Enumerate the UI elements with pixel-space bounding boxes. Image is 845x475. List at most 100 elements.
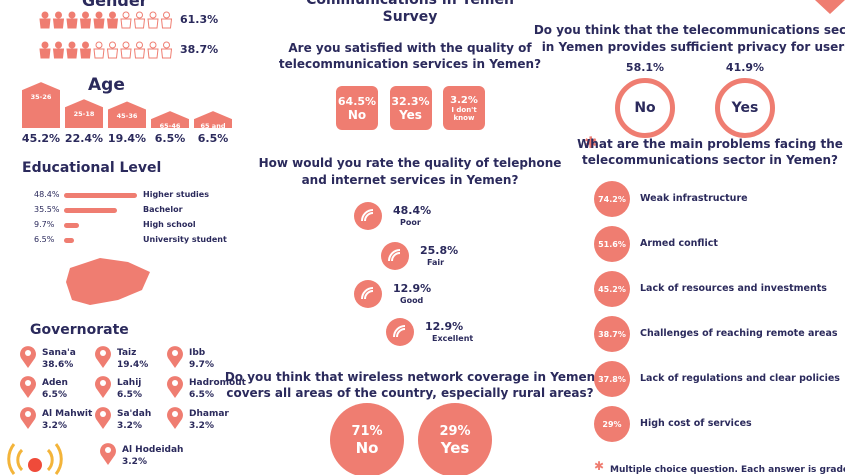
edu-bar — [64, 223, 79, 228]
wifi-icon — [361, 287, 374, 300]
problem-circle: 51.6% — [594, 226, 630, 262]
gov-pct: 6.5% — [189, 390, 214, 400]
problem-circle: 29% — [594, 406, 630, 442]
edu-bar — [64, 208, 118, 213]
answer-label: Yes — [440, 438, 470, 457]
answer-label: I don't know — [451, 105, 477, 122]
person-icon — [52, 48, 65, 59]
yemen-map — [66, 258, 150, 305]
person-icon — [149, 41, 157, 49]
edu-pct: 35.5% — [34, 205, 60, 214]
problem-pct: 37.8% — [598, 374, 626, 384]
rating-pct: 25.8% — [420, 244, 459, 257]
edu-pct: 48.4% — [34, 190, 60, 199]
age-pct: 6.5% — [197, 132, 229, 145]
answer-pct: 29% — [439, 423, 471, 439]
section-title: Age — [88, 75, 125, 95]
person-icon — [120, 18, 132, 29]
person-icon — [122, 11, 130, 19]
rating-pct: 48.4% — [393, 204, 432, 217]
section-title: Governorate — [30, 322, 129, 338]
person-icon — [136, 41, 143, 49]
gender-pct: 38.7% — [180, 43, 219, 56]
person-icon — [55, 11, 62, 19]
section-title: Educational Level — [22, 160, 162, 176]
edu-name: High school — [143, 220, 196, 229]
answer-pct: 3.2% — [450, 94, 478, 106]
pin — [167, 407, 183, 429]
answer-label: No — [355, 438, 379, 457]
answer-circle: 71% No — [330, 403, 404, 475]
person-icon — [79, 18, 92, 29]
gov-name: Dhamar — [189, 409, 229, 419]
star: ✱ — [584, 133, 597, 152]
person-icon — [133, 48, 146, 59]
person-icon — [120, 48, 132, 59]
age-bar — [22, 82, 60, 128]
rating-pct: 12.9% — [393, 282, 432, 295]
gov-name: Lahij — [117, 378, 142, 388]
rating-label: Excellent — [432, 334, 474, 343]
gov-pct: 3.2% — [42, 421, 67, 431]
person-icon — [55, 41, 62, 49]
gov-pct: 3.2% — [122, 457, 147, 467]
gov-name: Sa'dah — [117, 409, 152, 419]
rating-label: Good — [400, 296, 424, 305]
edu-bar — [64, 193, 137, 198]
answer-pct: 71% — [351, 423, 383, 439]
gov-pct: 3.2% — [189, 421, 214, 431]
person-icon — [95, 11, 103, 19]
question: telecommunications sector in Yemen? — [581, 153, 839, 167]
problem-circle: 74.2% — [594, 181, 630, 217]
star: ✱ — [594, 459, 604, 473]
age-pct: 22.4% — [64, 132, 104, 145]
person-icon — [160, 48, 173, 59]
person-icon — [79, 48, 92, 59]
problem-pct: 45.2% — [598, 284, 626, 294]
edu-name: Higher studies — [143, 190, 209, 199]
age-range: 65 and more — [200, 122, 226, 138]
person-icon — [133, 18, 146, 29]
person-icon — [93, 48, 105, 59]
question: telecommunication services in Yemen? — [278, 57, 542, 71]
rating-label: Fair — [427, 258, 445, 267]
answer-pct: 58.1% — [625, 61, 665, 74]
problem-label: Challenges of reaching remote areas — [640, 328, 838, 339]
answer-label: No — [347, 107, 367, 122]
gender-pct: 61.3% — [180, 13, 219, 26]
person-icon — [147, 48, 159, 59]
person-icon — [41, 11, 49, 19]
person-icon — [147, 18, 159, 29]
problem-pct: 29% — [602, 419, 622, 429]
corner-mark — [815, 0, 845, 14]
person-icon — [106, 18, 119, 29]
person-icon — [66, 18, 78, 29]
age-range: 25-18 — [73, 110, 95, 119]
person-icon — [39, 18, 51, 29]
person-icon — [106, 48, 119, 59]
pin — [20, 407, 36, 429]
edu-bar — [64, 238, 74, 243]
gov-name: Hadromout — [189, 378, 246, 388]
pin — [100, 443, 116, 465]
question: covers all areas of the country, especia… — [226, 386, 594, 400]
age-pct: 19.4% — [107, 132, 147, 145]
wifi-dot — [28, 458, 42, 472]
age-range: 65-46 — [159, 122, 181, 131]
person-icon — [93, 18, 105, 29]
answer-ring: No — [615, 78, 675, 138]
answer-pct: 32.3% — [391, 94, 430, 108]
gov-pct: 3.2% — [117, 421, 142, 431]
person-icon — [52, 18, 65, 29]
question: Do you think that the telecommunications… — [533, 23, 845, 37]
rating-label: Poor — [400, 218, 421, 227]
pin — [20, 346, 36, 368]
pin-hole — [25, 411, 31, 417]
gov-name: Taiz — [117, 348, 137, 358]
person-icon — [122, 41, 130, 49]
answer-label: Yes — [731, 100, 759, 116]
problem-label: Armed conflict — [640, 238, 718, 249]
gov-name: Ibb — [189, 348, 206, 358]
